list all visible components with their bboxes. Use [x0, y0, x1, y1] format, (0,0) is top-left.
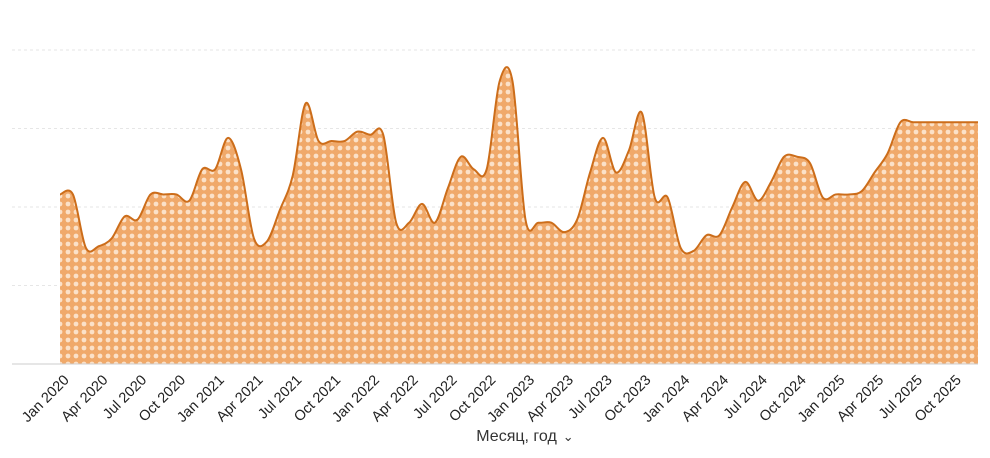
x-axis-title-text: Месяц, год: [476, 428, 557, 445]
chevron-down-icon: ⌄: [562, 429, 574, 444]
series-line: [59, 66, 978, 255]
series-area: [60, 67, 978, 365]
x-axis-title[interactable]: Месяц, год ⌄: [0, 428, 990, 446]
